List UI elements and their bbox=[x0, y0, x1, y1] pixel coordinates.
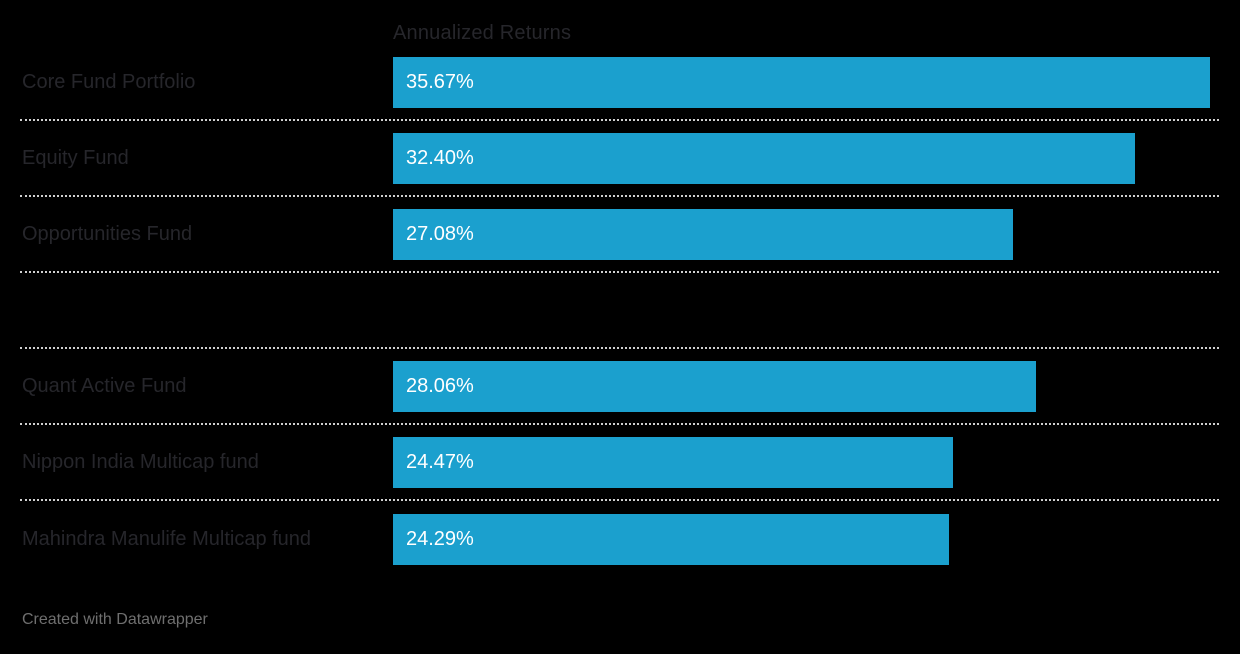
bar: 32.40% bbox=[393, 132, 1135, 184]
row-label: Core Fund Portfolio bbox=[22, 71, 196, 93]
row-label: Nippon India Multicap fund bbox=[22, 451, 259, 473]
column-header-annualized-returns: Annualized Returns bbox=[393, 22, 572, 44]
datawrapper-attribution: Created with Datawrapper bbox=[22, 611, 208, 628]
chart-row: Equity Fund 32.40% bbox=[20, 121, 1219, 197]
chart-row: Mahindra Manulife Multicap fund 24.29% bbox=[20, 501, 1219, 577]
bar-value-label: 24.47% bbox=[406, 450, 474, 473]
bar-value-label: 24.29% bbox=[406, 527, 474, 550]
chart-header-row: Annualized Returns bbox=[20, 0, 1219, 45]
bar-value-label: 35.67% bbox=[406, 70, 474, 93]
bar-area: 24.47% bbox=[393, 436, 1219, 488]
bar-value-label: 32.40% bbox=[406, 146, 474, 169]
bar-area: 32.40% bbox=[393, 132, 1219, 184]
bar: 28.06% bbox=[393, 360, 1036, 412]
bar-area: 35.67% bbox=[393, 56, 1219, 108]
bar: 35.67% bbox=[393, 56, 1210, 108]
row-label: Opportunities Fund bbox=[22, 223, 193, 245]
bar-value-label: 28.06% bbox=[406, 374, 474, 397]
chart-row-empty bbox=[20, 273, 1219, 349]
bar-area bbox=[393, 285, 1219, 336]
chart-row: Opportunities Fund 27.08% bbox=[20, 197, 1219, 273]
chart-row: Core Fund Portfolio 35.67% bbox=[20, 45, 1219, 121]
chart-row: Quant Active Fund 28.06% bbox=[20, 349, 1219, 425]
bar: 27.08% bbox=[393, 208, 1013, 260]
bar-area: 28.06% bbox=[393, 360, 1219, 412]
chart-rows: Core Fund Portfolio 35.67% Equity Fund 32.4… bbox=[0, 45, 1240, 577]
bar: 24.47% bbox=[393, 436, 953, 488]
row-label: Equity Fund bbox=[22, 147, 129, 169]
chart-row: Nippon India Multicap fund 24.47% bbox=[20, 425, 1219, 501]
bar: 24.29% bbox=[393, 513, 949, 565]
row-label: Mahindra Manulife Multicap fund bbox=[22, 528, 312, 550]
bar-value-label: 27.08% bbox=[406, 222, 474, 245]
bar-area: 27.08% bbox=[393, 208, 1219, 260]
row-label: Quant Active Fund bbox=[22, 375, 187, 397]
bar-area: 24.29% bbox=[393, 513, 1219, 565]
